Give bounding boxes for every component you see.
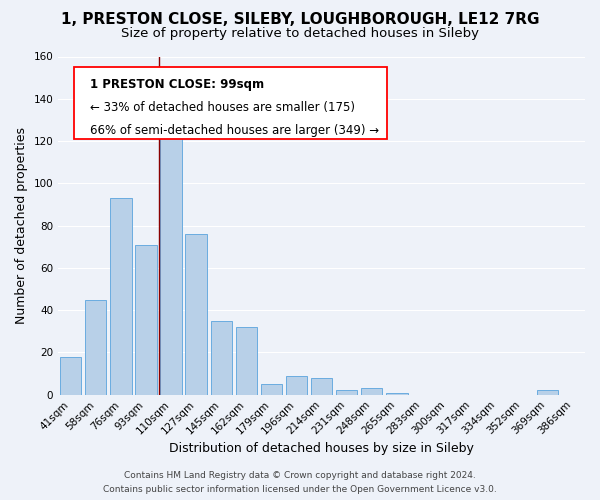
- Bar: [136, 244, 157, 394]
- Y-axis label: Number of detached properties: Number of detached properties: [15, 127, 28, 324]
- Bar: [361, 388, 382, 394]
- X-axis label: Distribution of detached houses by size in Sileby: Distribution of detached houses by size …: [169, 442, 474, 455]
- Bar: [110, 198, 131, 394]
- Bar: [311, 378, 332, 394]
- Bar: [261, 384, 282, 394]
- Text: Contains HM Land Registry data © Crown copyright and database right 2024.
Contai: Contains HM Land Registry data © Crown c…: [103, 472, 497, 494]
- Bar: [286, 376, 307, 394]
- Text: ← 33% of detached houses are smaller (175): ← 33% of detached houses are smaller (17…: [90, 101, 355, 114]
- Bar: [211, 320, 232, 394]
- Text: Size of property relative to detached houses in Sileby: Size of property relative to detached ho…: [121, 28, 479, 40]
- Bar: [386, 392, 407, 394]
- Bar: [160, 112, 182, 395]
- Bar: [85, 300, 106, 394]
- Text: 1 PRESTON CLOSE: 99sqm: 1 PRESTON CLOSE: 99sqm: [90, 78, 264, 92]
- Bar: [185, 234, 207, 394]
- Bar: [336, 390, 358, 394]
- Bar: [236, 327, 257, 394]
- Bar: [60, 356, 82, 395]
- FancyBboxPatch shape: [74, 66, 388, 140]
- Text: 1, PRESTON CLOSE, SILEBY, LOUGHBOROUGH, LE12 7RG: 1, PRESTON CLOSE, SILEBY, LOUGHBOROUGH, …: [61, 12, 539, 28]
- Text: 66% of semi-detached houses are larger (349) →: 66% of semi-detached houses are larger (…: [90, 124, 379, 137]
- Bar: [537, 390, 558, 394]
